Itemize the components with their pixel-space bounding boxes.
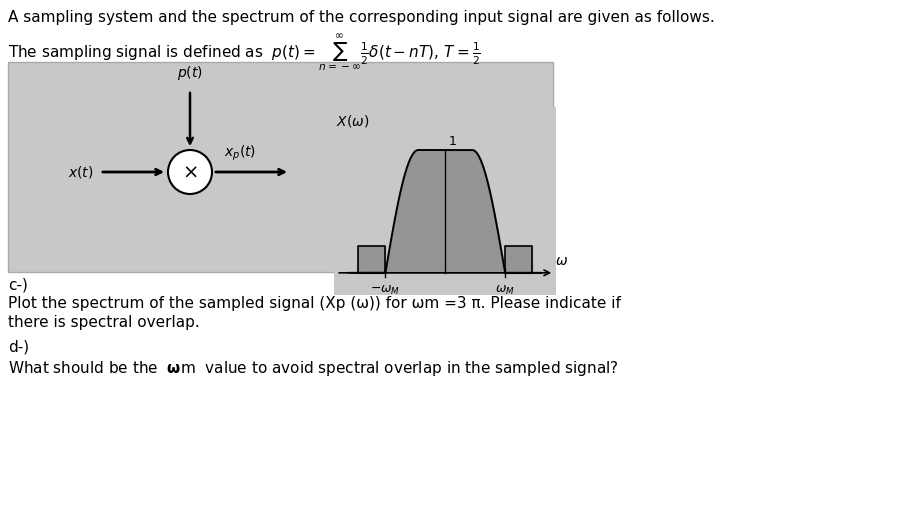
Text: $-\omega_M$: $-\omega_M$ bbox=[370, 284, 400, 297]
Text: A sampling system and the spectrum of the corresponding input signal are given a: A sampling system and the spectrum of th… bbox=[8, 10, 714, 25]
Text: d-): d-) bbox=[8, 340, 29, 355]
Text: $x_p(t)$: $x_p(t)$ bbox=[224, 144, 256, 163]
Text: The sampling signal is defined as  $p(t) = \sum_{n=-\infty}^{\infty} \frac{1}{2}: The sampling signal is defined as $p(t) … bbox=[8, 32, 480, 74]
Text: $p(t)$: $p(t)$ bbox=[177, 64, 202, 82]
Text: c-): c-) bbox=[8, 278, 28, 293]
Text: Plot the spectrum of the sampled signal (Xp (ω)) for ωm =3 π. Please indicate if: Plot the spectrum of the sampled signal … bbox=[8, 296, 620, 311]
Polygon shape bbox=[358, 246, 385, 273]
Text: $X(\omega)$: $X(\omega)$ bbox=[336, 113, 369, 129]
Polygon shape bbox=[505, 246, 532, 273]
Text: $\times$: $\times$ bbox=[182, 162, 198, 182]
Text: 1: 1 bbox=[448, 135, 456, 148]
Text: $x(t)$: $x(t)$ bbox=[69, 164, 94, 180]
Text: there is spectral overlap.: there is spectral overlap. bbox=[8, 315, 200, 330]
Text: $\omega_M$: $\omega_M$ bbox=[495, 284, 515, 297]
Text: $\omega$: $\omega$ bbox=[554, 254, 567, 268]
Text: What should be the  $\bf{\omega}$m  value to avoid spectral overlap in the sampl: What should be the $\bf{\omega}$m value … bbox=[8, 359, 618, 378]
Bar bbox=[8, 62, 553, 272]
Circle shape bbox=[168, 150, 212, 194]
